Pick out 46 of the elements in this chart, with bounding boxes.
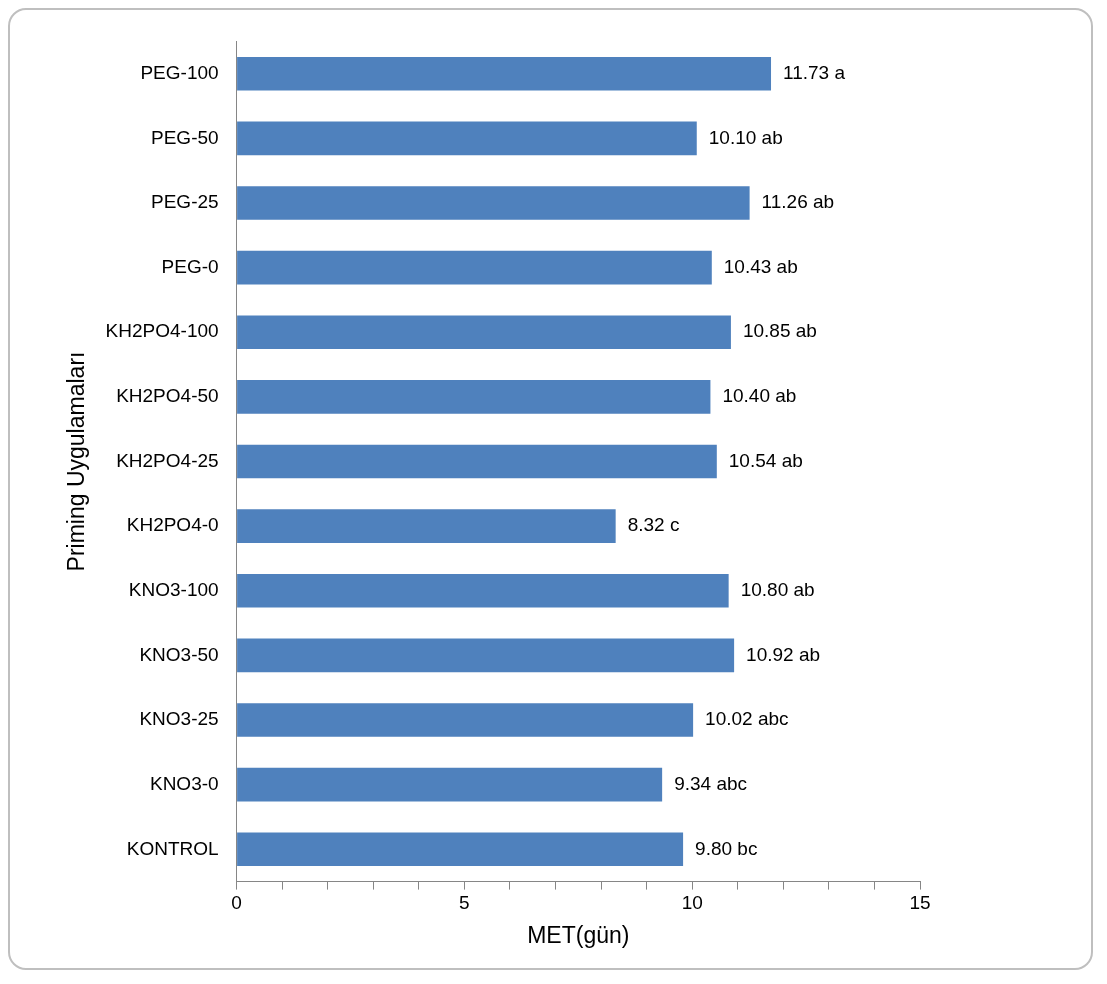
bar <box>237 444 717 479</box>
y-tick-label: KH2PO4-100 <box>105 320 219 342</box>
data-label: 11.73 a <box>783 61 846 83</box>
y-tick-label: KNO3-0 <box>149 772 219 794</box>
y-tick-label: PEG-50 <box>151 126 219 148</box>
y-tick-label: KH2PO4-50 <box>116 385 219 407</box>
y-tick-label: KONTROL <box>126 837 219 859</box>
bar <box>237 186 750 220</box>
data-label: 10.85 ab <box>742 320 817 342</box>
y-axis-title: Priming Uygulamaları <box>63 351 90 572</box>
x-tick-label: 5 <box>459 892 470 914</box>
data-label: 9.34 abc <box>674 772 748 794</box>
bar <box>237 315 731 350</box>
y-tick-label: KNO3-50 <box>139 643 219 665</box>
data-label: 10.10 ab <box>708 126 783 148</box>
chart-frame: MET(gün) Priming Uygulamaları 0 5 10 15 PEG-100 PEG-50 PEG-25 PEG-0 KH2PO4-100 KH2PO4-50 KH2PO4-25 KH2PO4-0 KNO3-100 KNO3-50 KNO3-25 KNO3-0 KONTROL 11.73 a 10.10 ab 11.26 ab 10.43 ab 10.85 ab 10.40 ab 10.54 ab 8.32 c 10.80 ab 10.92 ab 10.02 abc 9.34 abc 9.80 bc <box>8 8 1093 970</box>
data-label: 10.92 ab <box>746 643 821 665</box>
data-label: 10.02 abc <box>705 708 789 730</box>
bar <box>237 121 697 156</box>
bar <box>237 380 711 414</box>
data-label: 10.54 ab <box>728 449 803 471</box>
y-tick-label: KNO3-25 <box>139 708 219 730</box>
data-label: 10.40 ab <box>722 385 797 407</box>
y-tick-label: PEG-100 <box>140 61 219 83</box>
data-label: 10.80 ab <box>740 579 815 600</box>
bar <box>237 638 735 673</box>
bar <box>237 250 712 285</box>
bar <box>237 56 772 91</box>
bar <box>237 573 729 608</box>
x-axis-title: MET(gün) <box>527 921 630 948</box>
y-tick-label: KH2PO4-25 <box>116 449 219 471</box>
data-label: 9.80 bc <box>695 837 758 859</box>
bar <box>237 703 694 737</box>
bar <box>237 767 663 802</box>
data-label: 11.26 ab <box>761 191 835 213</box>
data-label: 10.43 ab <box>723 255 798 277</box>
y-tick-label: KNO3-100 <box>128 579 219 600</box>
x-tick-label: 15 <box>909 892 931 914</box>
bar <box>237 509 616 543</box>
y-tick-label: KH2PO4-0 <box>126 514 219 536</box>
data-label: 8.32 c <box>627 514 680 536</box>
y-tick-label: PEG-25 <box>151 191 219 213</box>
bar <box>237 832 684 867</box>
y-tick-label: PEG-0 <box>161 255 219 277</box>
x-tick-label: 10 <box>681 892 703 914</box>
x-tick-label: 0 <box>231 892 242 914</box>
